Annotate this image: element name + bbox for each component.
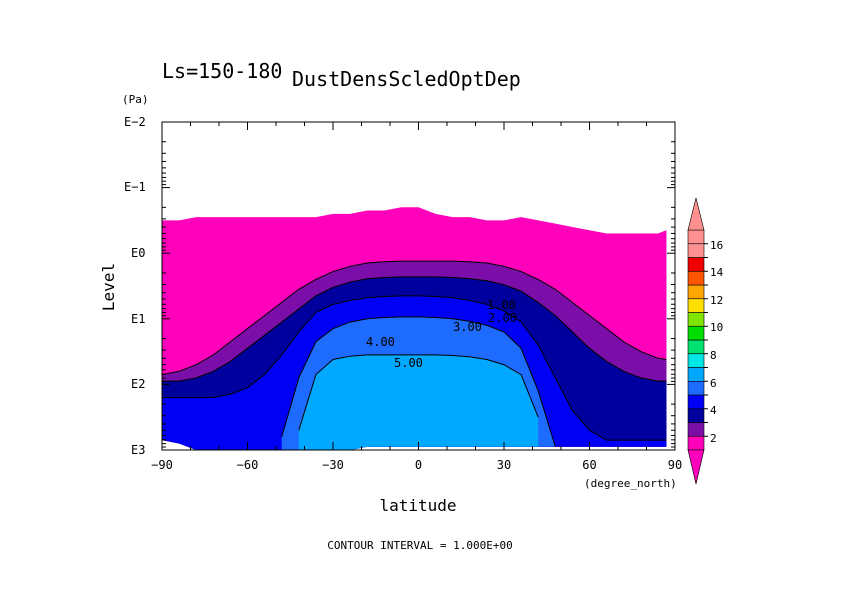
contour-label: 2.00 (488, 311, 517, 325)
colorbar-box (687, 353, 705, 368)
colorbar-tick-label: 12 (710, 294, 723, 307)
colorbar-box (687, 229, 705, 245)
colorbar-box (687, 325, 705, 341)
colorbar-box (687, 380, 705, 396)
x-tick-label: 60 (582, 458, 596, 472)
colorbar-box (687, 298, 705, 313)
colorbar-tick-label: 10 (710, 321, 723, 334)
y-tick-label: E2 (131, 377, 145, 391)
y-unit-label: (Pa) (122, 93, 149, 106)
colorbar-box (687, 270, 705, 286)
y-tick-label: E3 (131, 443, 145, 457)
axis-ticks (161, 121, 676, 451)
colorbar-box (687, 422, 705, 437)
x-axis-title: latitude (379, 496, 456, 515)
colorbar-box (687, 243, 705, 258)
colorbar-box (687, 257, 705, 272)
colorbar-box (687, 312, 705, 327)
x-tick-label: 30 (497, 458, 511, 472)
colorbar (687, 197, 708, 485)
contour-line-2 (162, 276, 667, 382)
y-tick-label: E−2 (124, 115, 146, 129)
colorbar-extend-top (687, 197, 705, 231)
colorbar-tick-label: 8 (710, 349, 717, 362)
colorbar-box (687, 408, 705, 423)
colorbar-box (687, 284, 705, 300)
colorbar-tick-label: 2 (710, 432, 717, 445)
contour-label: 4.00 (366, 335, 395, 349)
colorbar-tick-label: 6 (710, 377, 717, 390)
contour-label: 1.00 (487, 298, 516, 312)
y-tick-label: E−1 (124, 180, 146, 194)
colorbar-box (687, 435, 705, 451)
x-tick-label: 0 (415, 458, 422, 472)
x-tick-label: −60 (237, 458, 259, 472)
colorbar-tick-label: 14 (710, 266, 724, 279)
colorbar-tick-label: 16 (710, 239, 723, 252)
y-tick-label: E0 (131, 246, 145, 260)
colorbar-tick-labels: 2 4 6 8 10 12 14 16 (710, 239, 724, 445)
x-unit-label: (degree_north) (584, 477, 677, 490)
contour-line-4 (281, 316, 556, 447)
colorbar-box (687, 394, 705, 410)
colorbar-extend-bottom (687, 449, 705, 485)
y-tick-label: E1 (131, 312, 145, 326)
y-tick-labels: E−2 E−1 E0 E1 E2 E3 (124, 115, 146, 457)
y-axis-title: Level (99, 263, 118, 311)
x-tick-label: −90 (151, 458, 173, 472)
chart-title: DustDensScledOptDep (292, 67, 521, 91)
contour-label: 3.00 (453, 320, 482, 334)
colorbar-tick-label: 4 (710, 404, 717, 417)
chart-subtitle: Ls=150-180 (162, 59, 282, 83)
colorbar-box (687, 367, 705, 382)
x-tick-label: −30 (322, 458, 344, 472)
contour-line-5 (298, 354, 539, 431)
contour-label: 5.00 (394, 356, 423, 370)
x-tick-labels: −90 −60 −30 0 30 60 90 (151, 458, 682, 472)
colorbar-box (687, 339, 705, 355)
x-tick-label: 90 (668, 458, 682, 472)
contour-line-3 (162, 295, 667, 441)
plot-layers (161, 207, 667, 450)
contour-labels: 1.00 2.00 3.00 4.00 5.00 (366, 298, 517, 370)
contour-line-1 (161, 260, 667, 376)
field-level-5-6 (298, 354, 539, 450)
contour-interval-note: CONTOUR INTERVAL = 1.000E+00 (327, 539, 512, 552)
